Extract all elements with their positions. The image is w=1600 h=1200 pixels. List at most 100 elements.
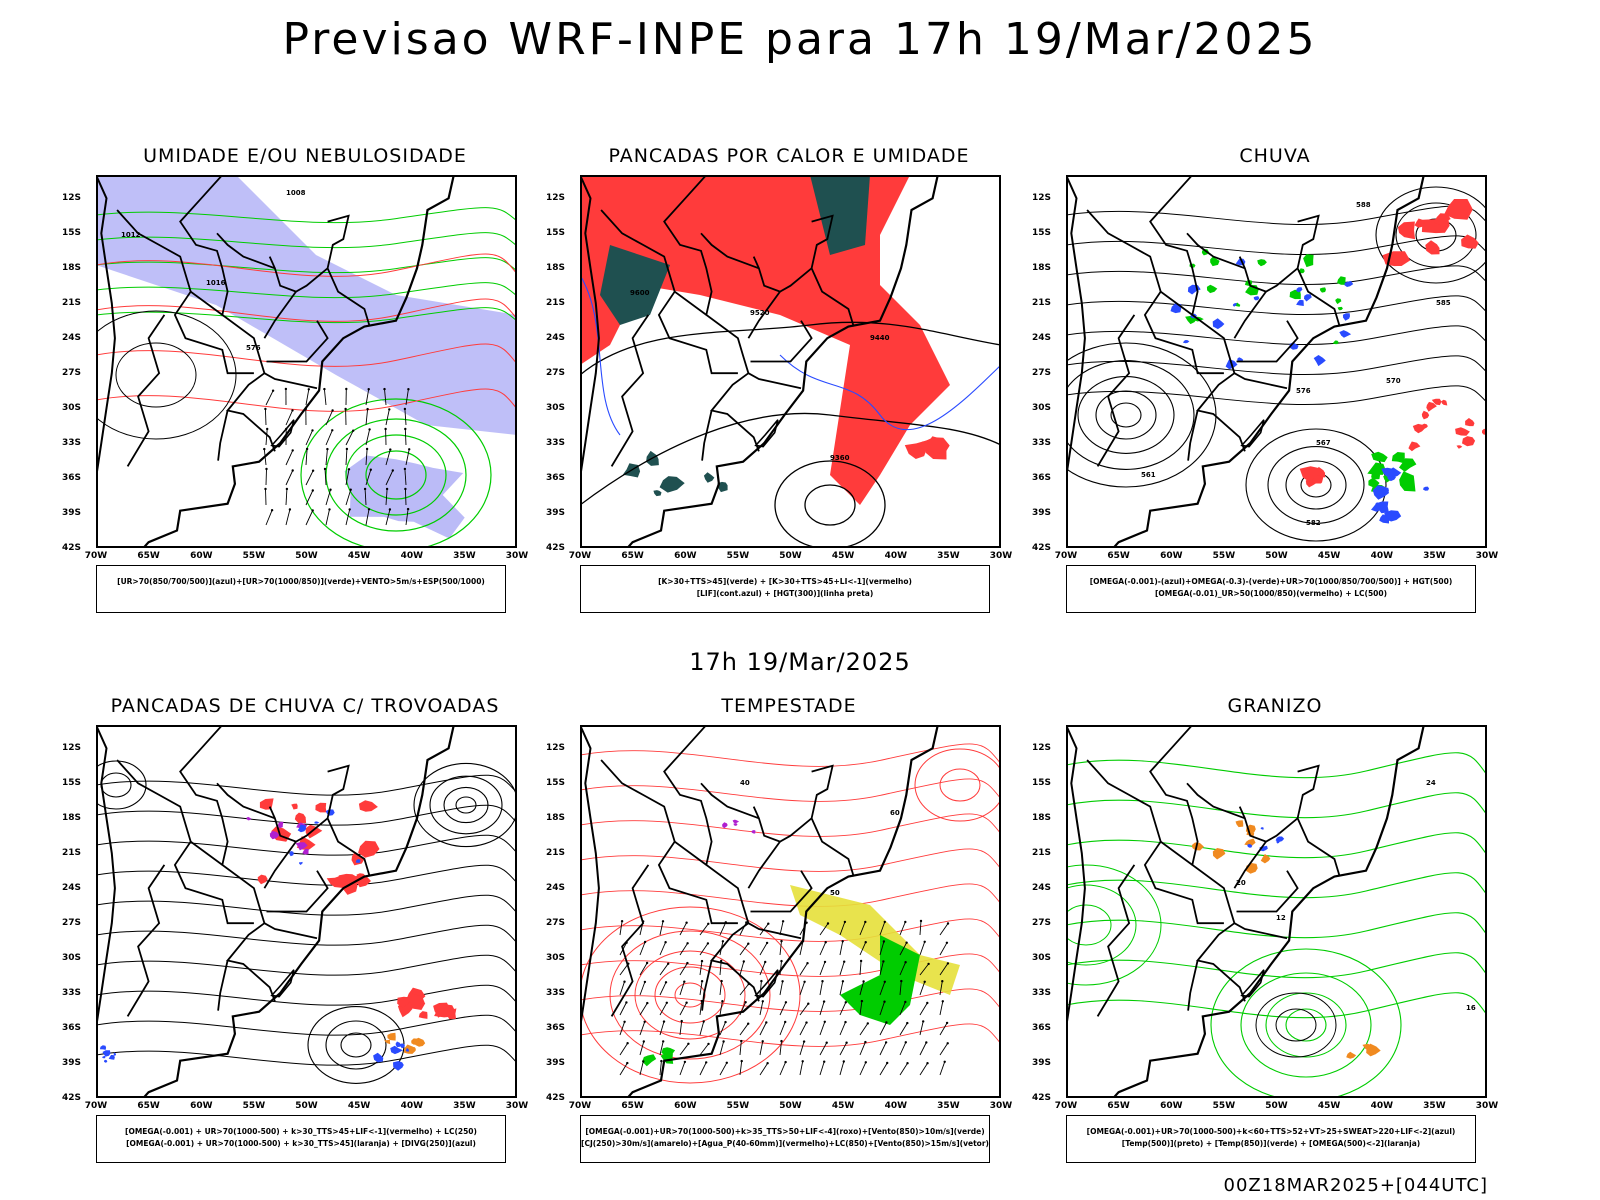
lat-tick-label: 39S bbox=[1032, 1058, 1052, 1068]
field-patch bbox=[246, 816, 252, 821]
streamline bbox=[1066, 385, 1487, 405]
country-border bbox=[1296, 267, 1341, 327]
wind-vector bbox=[799, 1022, 807, 1036]
wind-vector bbox=[919, 1002, 928, 1016]
lat-tick-label: 15S bbox=[1032, 228, 1052, 239]
field-patch bbox=[1391, 452, 1405, 464]
wind-vector-head bbox=[807, 1002, 810, 1005]
wind-vector-head bbox=[904, 1041, 907, 1044]
wind-vector-head bbox=[945, 941, 949, 944]
wind-vector bbox=[365, 448, 368, 466]
streamline bbox=[96, 257, 517, 274]
country-border bbox=[179, 725, 276, 1002]
wind-vector-head bbox=[784, 1020, 787, 1024]
field-patch bbox=[1337, 306, 1343, 311]
wind-vector bbox=[799, 1003, 809, 1016]
lon-tick-label: 30W bbox=[989, 1101, 1013, 1111]
field-patch bbox=[1425, 240, 1440, 255]
wind-vector bbox=[699, 1021, 705, 1036]
contour-label: 588 bbox=[1356, 201, 1371, 209]
wind-vector bbox=[839, 961, 845, 976]
wind-vector bbox=[639, 981, 646, 996]
wind-vector-head bbox=[761, 1000, 764, 1003]
wind-vector bbox=[345, 469, 350, 486]
field-patch bbox=[1235, 302, 1241, 307]
field-patch bbox=[1461, 234, 1479, 249]
wind-vector-head bbox=[403, 467, 407, 471]
lat-tick-label: 18S bbox=[1032, 813, 1052, 824]
wind-vector bbox=[659, 1021, 665, 1036]
wind-vector bbox=[385, 449, 391, 466]
wind-vector-head bbox=[368, 428, 371, 431]
field-patch bbox=[102, 1050, 111, 1057]
field-patch bbox=[1235, 820, 1244, 828]
lon-tick-label: 35W bbox=[453, 551, 476, 561]
wind-vector bbox=[939, 1001, 944, 1016]
wind-vector-head bbox=[864, 1040, 867, 1044]
country-border bbox=[1233, 372, 1288, 390]
wind-vector-head bbox=[926, 1001, 929, 1005]
field-patch bbox=[1346, 1051, 1357, 1059]
field-patch bbox=[102, 1055, 106, 1059]
lat-tick-label: 12S bbox=[1032, 193, 1052, 204]
wind-vector-head bbox=[363, 487, 367, 491]
panel-legend: [OMEGA(-0.001) + UR>70(1000-500) + k>30_… bbox=[96, 1115, 506, 1163]
wind-vector bbox=[305, 490, 314, 506]
lat-tick-label: 39S bbox=[546, 1058, 566, 1068]
lon-tick-label: 50W bbox=[1265, 551, 1288, 561]
isoline bbox=[1110, 402, 1142, 428]
streamline bbox=[1066, 872, 1487, 899]
wind-vector bbox=[659, 921, 664, 936]
lon-tick-label: 65W bbox=[137, 551, 160, 561]
wind-vector-head bbox=[331, 409, 334, 412]
wind-vector bbox=[265, 488, 267, 506]
wind-vector-head bbox=[845, 1041, 848, 1044]
wind-vector bbox=[325, 449, 328, 466]
lat-tick-label: 42S bbox=[1032, 1093, 1052, 1103]
isoline bbox=[580, 412, 1001, 506]
coastline bbox=[1112, 175, 1425, 548]
wind-vector-head bbox=[367, 508, 371, 511]
convection-area bbox=[580, 175, 950, 505]
field-patch bbox=[294, 812, 307, 824]
streamline bbox=[1066, 355, 1487, 375]
lon-tick-label: 55W bbox=[1212, 1101, 1236, 1111]
wind-vector-head bbox=[705, 1061, 708, 1064]
streamline bbox=[96, 774, 517, 796]
field-patch bbox=[717, 481, 728, 493]
wind-vector-head bbox=[767, 922, 770, 925]
contour-label: 40 bbox=[740, 779, 750, 787]
wind-vector-head bbox=[625, 1001, 628, 1004]
wind-vector-head bbox=[927, 962, 930, 966]
field-patch bbox=[1335, 298, 1342, 305]
map-area: 12S 15S 18S 21S 24S 27S 30S 33S 36S 39S 42S 70W 65W 6… bbox=[62, 175, 528, 561]
contour-label: 20 bbox=[1236, 879, 1246, 887]
wind-vector bbox=[699, 961, 703, 976]
streamline bbox=[96, 864, 517, 886]
field-patch bbox=[1421, 423, 1428, 429]
country-border bbox=[268, 764, 350, 843]
isoline bbox=[1265, 992, 1347, 1058]
valid-time-label: 17h 19/Mar/2025 bbox=[689, 648, 911, 676]
contour-label: 9360 bbox=[830, 454, 850, 462]
wind-vector bbox=[739, 1023, 749, 1036]
lat-tick-label: 24S bbox=[1032, 883, 1052, 894]
country-border bbox=[1186, 232, 1246, 270]
contour-label: 9600 bbox=[630, 289, 650, 297]
wind-vector-head bbox=[926, 1062, 929, 1065]
streamline bbox=[96, 924, 517, 946]
wind-vector bbox=[719, 1062, 728, 1076]
coastline bbox=[580, 725, 600, 1029]
isoline bbox=[1077, 376, 1175, 454]
wind-vector bbox=[639, 1061, 644, 1076]
map-panel: CHUVA 12S 15S 18S 21S 24S 27S 30S 33S 36S 39S 42S 7… bbox=[1032, 145, 1510, 615]
wind-vector bbox=[899, 921, 906, 936]
panel-title: UMIDADE E/OU NEBULOSIDADE bbox=[143, 145, 467, 167]
lat-tick-label: 18S bbox=[546, 263, 566, 274]
lon-tick-label: 55W bbox=[726, 1101, 750, 1111]
country-border bbox=[700, 782, 760, 820]
wind-vector-head bbox=[826, 922, 830, 925]
contour-label: 576 bbox=[246, 344, 261, 352]
contour-label: 1008 bbox=[286, 189, 306, 197]
wind-vector bbox=[385, 509, 391, 526]
